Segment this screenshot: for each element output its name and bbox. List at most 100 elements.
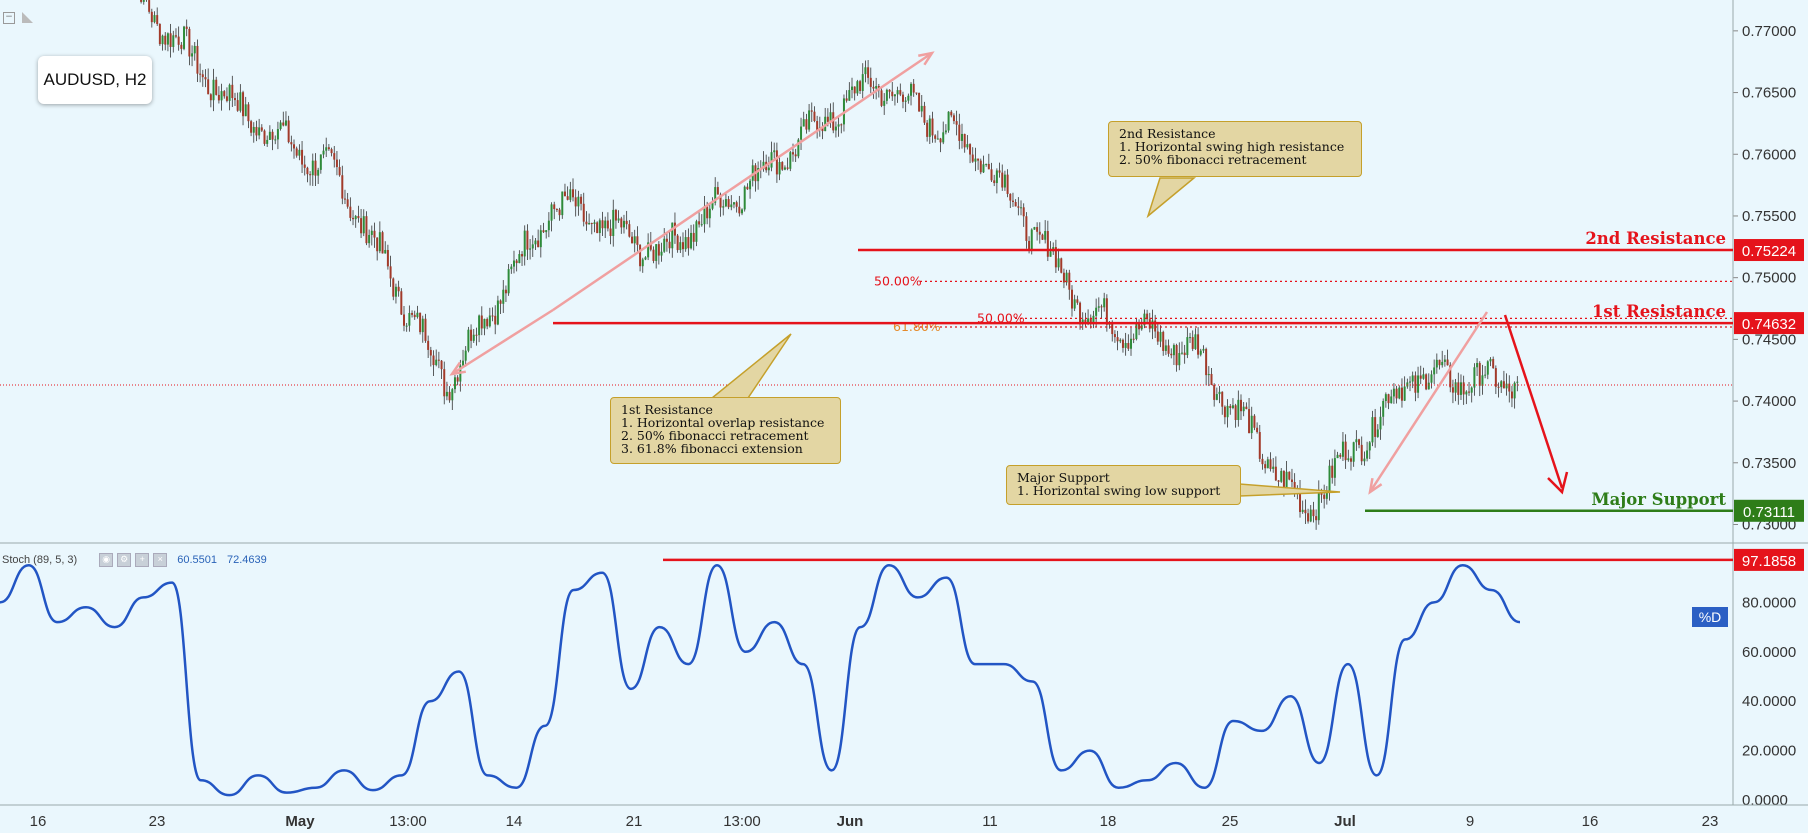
candle-body	[427, 340, 430, 350]
time-axis-tick: 25	[1222, 813, 1239, 830]
candle-body	[1379, 416, 1382, 430]
candle-body	[1231, 405, 1234, 408]
candle-body	[526, 230, 529, 250]
candle-body	[719, 194, 722, 208]
candle-body	[939, 138, 942, 143]
candle-body	[1414, 375, 1417, 393]
candle-body	[515, 260, 518, 264]
candle-body	[191, 53, 194, 57]
candle-body	[1020, 207, 1023, 209]
candle-body	[1076, 299, 1079, 303]
candle-body	[394, 286, 397, 297]
candle-body	[869, 77, 872, 87]
candle-body	[462, 360, 465, 366]
candle-body	[1427, 382, 1430, 390]
candle-body	[1489, 359, 1492, 362]
level-price-tag	[1734, 312, 1804, 335]
candle-body	[518, 254, 521, 264]
candle-body	[1395, 388, 1398, 399]
candle-body	[1366, 450, 1369, 459]
candle-body	[687, 237, 690, 249]
time-axis-tick: 16	[1582, 813, 1599, 830]
gear-icon[interactable]: ⚙	[117, 553, 132, 567]
candle-body	[491, 315, 494, 317]
candle-body	[217, 94, 220, 101]
candle-body	[1003, 174, 1006, 188]
add-icon[interactable]: +	[135, 553, 150, 567]
candle-body	[995, 170, 998, 184]
stoch-level-tag	[1734, 548, 1804, 571]
candle-body	[1484, 374, 1487, 376]
candle-body	[893, 94, 896, 97]
candle-body	[676, 235, 679, 251]
candle-body	[1476, 362, 1479, 368]
candle-body	[955, 121, 958, 125]
candle-body	[639, 244, 642, 267]
candle-body	[295, 148, 298, 156]
candle-body	[808, 110, 811, 130]
candle-body	[397, 286, 400, 292]
candle-body	[223, 91, 226, 97]
candle-body	[665, 238, 668, 242]
candle-body	[741, 209, 744, 214]
window-collapse-icon[interactable]: −	[3, 12, 15, 24]
candle-body	[177, 36, 180, 45]
candle-body	[789, 152, 792, 169]
candle-body	[1430, 374, 1433, 383]
candle-body	[1422, 374, 1425, 379]
candle-body	[1143, 313, 1146, 326]
candle-body	[1274, 466, 1277, 481]
candle-body	[416, 312, 419, 318]
candle-body	[185, 26, 188, 29]
candle-body	[1046, 231, 1049, 257]
eye-icon[interactable]: ◉	[99, 553, 114, 567]
candle-body	[746, 186, 749, 190]
candle-body	[1215, 394, 1218, 400]
candle-body	[649, 242, 652, 250]
candle-body	[596, 222, 599, 234]
candle-body	[904, 100, 907, 102]
candle-body	[534, 240, 537, 245]
candle-body	[1307, 513, 1310, 522]
candle-body	[1202, 348, 1205, 351]
candle-body	[338, 167, 341, 176]
candle-body	[1454, 382, 1457, 393]
candle-body	[695, 221, 698, 242]
candle-body	[633, 236, 636, 244]
candle-body	[1070, 289, 1073, 309]
candle-body	[802, 119, 805, 127]
candle-body	[1266, 459, 1269, 469]
candle-body	[443, 369, 446, 397]
candle-body	[1041, 234, 1044, 240]
fib-label: 50.00%	[977, 310, 1025, 325]
candle-body	[1001, 172, 1004, 188]
candle-body	[1097, 306, 1100, 308]
candle-body	[389, 266, 392, 279]
candle-body	[1073, 299, 1076, 309]
candle-body	[1036, 227, 1039, 232]
candle-body	[915, 92, 918, 94]
candle-body	[593, 222, 596, 224]
candle-body	[614, 209, 617, 221]
candle-body	[703, 206, 706, 225]
candle-body	[1417, 375, 1420, 393]
candle-body	[732, 202, 735, 205]
candle-body	[314, 160, 317, 176]
candle-body	[1435, 359, 1438, 368]
stoch-d-badge[interactable]: %D	[1692, 607, 1728, 627]
time-axis-tick: Jul	[1334, 813, 1356, 830]
candle-body	[918, 92, 921, 112]
close-icon[interactable]: ×	[153, 553, 168, 567]
candle-body	[1387, 394, 1390, 404]
candle-body	[805, 119, 808, 130]
candle-body	[209, 94, 212, 101]
candle-body	[738, 206, 741, 214]
time-axis-tick: 16	[30, 813, 47, 830]
candle-body	[156, 15, 159, 24]
candle-body	[1038, 231, 1041, 235]
candle-body	[282, 122, 285, 126]
candle-body	[376, 237, 379, 252]
candle-body	[588, 222, 591, 225]
candle-body	[617, 218, 620, 221]
candle-body	[1299, 490, 1302, 512]
